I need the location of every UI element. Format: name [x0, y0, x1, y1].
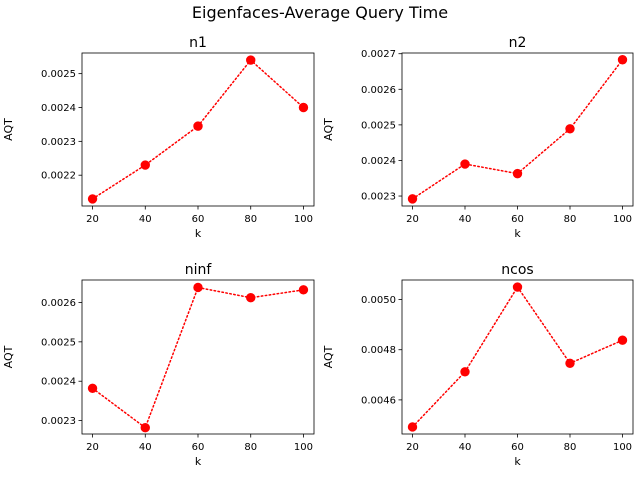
x-tick-label: 100: [294, 442, 313, 453]
data-point: [617, 335, 628, 345]
subplot-title: ncos: [501, 262, 533, 278]
y-tick-label: 0.0025: [41, 69, 76, 80]
data-point: [298, 102, 309, 113]
y-tick-label: 0.0022: [41, 171, 76, 182]
x-tick-label: 40: [139, 442, 152, 453]
y-tick-label: 0.0024: [41, 103, 76, 114]
x-axis-label: k: [514, 455, 521, 468]
x-axis-label: k: [195, 227, 202, 240]
x-tick-label: 40: [139, 214, 152, 225]
y-tick-label: 0.0046: [361, 395, 396, 406]
data-point: [298, 285, 309, 295]
y-tick-label: 0.0048: [361, 345, 396, 356]
x-tick-label: 60: [511, 214, 524, 225]
series-line: [411, 285, 624, 428]
x-tick-label: 20: [406, 442, 419, 453]
x-axis-label: k: [195, 455, 202, 468]
subplot-title: n2: [509, 35, 527, 51]
y-tick-label: 0.0050: [361, 295, 396, 306]
data-point: [246, 55, 256, 65]
data-point: [193, 121, 203, 131]
subplot-ninf: ninf 20 40 60 80 100 0.0023 0.0024 0.0025 0.0026 k…: [2, 262, 315, 468]
x-tick-label: 80: [244, 214, 257, 225]
axes-frame: [81, 279, 315, 435]
x-tick-label: 100: [613, 442, 632, 453]
subplot-title: n1: [189, 35, 207, 51]
x-tick-label: 80: [564, 214, 577, 225]
data-point: [617, 55, 628, 65]
data-point: [246, 293, 256, 303]
figure-title: Eigenfaces-Average Query Time: [192, 3, 448, 22]
y-tick-label: 0.0026: [361, 85, 396, 96]
x-tick-label: 100: [613, 214, 632, 225]
y-tick-label: 0.0025: [41, 337, 76, 348]
y-tick-label: 0.0023: [41, 137, 76, 148]
x-tick-label: 60: [192, 214, 205, 225]
y-tick-label: 0.0027: [361, 49, 396, 60]
subplot-title: ninf: [185, 262, 213, 278]
subplot-n2: n2 20 40 60 80 100 0.0023 0.0024 0.0025 0.0026 0.0…: [322, 35, 634, 240]
data-point: [140, 422, 150, 433]
data-point: [565, 124, 575, 134]
data-point: [87, 194, 98, 204]
data-point: [460, 367, 470, 377]
y-tick-label: 0.0024: [361, 156, 396, 167]
data-point: [565, 358, 575, 368]
data-point: [407, 194, 418, 204]
y-axis-label: AQT: [322, 345, 335, 368]
y-tick-label: 0.0025: [361, 120, 396, 131]
x-tick-label: 40: [459, 214, 472, 225]
x-tick-label: 80: [244, 442, 257, 453]
data-point: [512, 168, 523, 179]
subplot-n1: n1 20 40 60 80 100 0.0022 0.0023 0.0024 0.0025 k AQ…: [2, 35, 315, 240]
y-axis-label: AQT: [2, 118, 15, 141]
x-axis-label: k: [514, 227, 521, 240]
x-tick-label: 60: [192, 442, 205, 453]
data-point: [407, 422, 418, 432]
data-point: [87, 383, 98, 394]
x-tick-label: 20: [86, 442, 99, 453]
x-tick-label: 20: [406, 214, 419, 225]
data-point: [140, 160, 150, 170]
y-axis-label: AQT: [322, 118, 335, 141]
y-tick-label: 0.0024: [41, 377, 76, 388]
y-tick-label: 0.0026: [41, 298, 76, 309]
x-tick-label: 100: [294, 214, 313, 225]
data-point: [460, 159, 470, 169]
axes-frame: [401, 279, 634, 435]
data-point: [193, 282, 203, 293]
x-tick-label: 80: [564, 442, 577, 453]
x-tick-label: 20: [86, 214, 99, 225]
y-tick-label: 0.0023: [41, 416, 76, 427]
x-tick-label: 60: [511, 442, 524, 453]
x-tick-label: 40: [459, 442, 472, 453]
subplot-ncos: ncos 20 40 60 80 100 0.0046 0.0048 0.0050 k AQT: [322, 262, 634, 468]
data-point: [512, 282, 523, 292]
y-axis-label: AQT: [2, 345, 15, 368]
series-line: [91, 286, 305, 429]
y-tick-label: 0.0023: [361, 192, 396, 203]
